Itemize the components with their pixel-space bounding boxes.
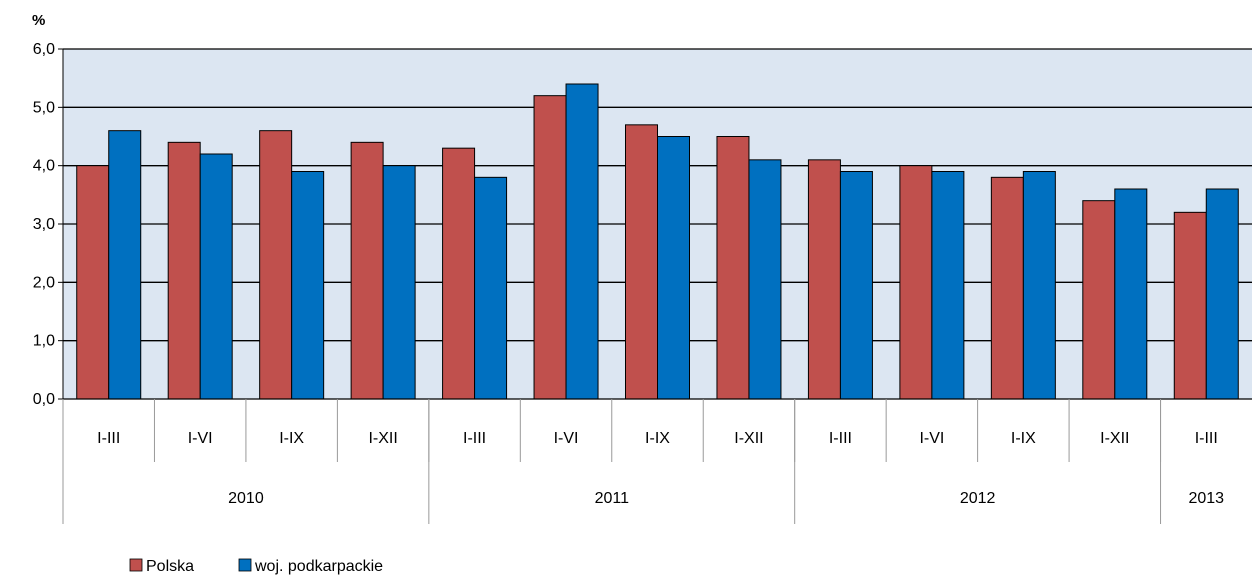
- x-category-label: I-III: [1195, 430, 1218, 447]
- bar-woj-podkarpackie: [839, 171, 873, 400]
- bar-woj-podkarpackie: [1114, 188, 1148, 400]
- bar-polska: [716, 136, 750, 400]
- x-category-label: I-III: [97, 430, 120, 447]
- x-category-label: I-XII: [368, 430, 397, 447]
- bar-polska: [807, 159, 841, 400]
- x-axis: I-III I-VI I-IX I-XII I-III I-VI I-IX I-XII I-II…: [62, 398, 1252, 524]
- legend: Polska woj. podkarpackie: [129, 558, 383, 575]
- bar-woj-podkarpackie: [474, 176, 508, 400]
- bar-woj-podkarpackie: [291, 171, 325, 400]
- bar-polska: [76, 165, 110, 400]
- x-category-label: I-VI: [554, 430, 579, 447]
- bar-polska: [1173, 211, 1207, 400]
- x-category-label: I-XII: [1100, 430, 1129, 447]
- x-category-label: I-III: [463, 430, 486, 447]
- bar-woj-podkarpackie: [931, 171, 965, 400]
- y-tick-label: 0,0: [33, 391, 55, 408]
- bar-polska: [990, 176, 1024, 400]
- bar-polska: [899, 165, 933, 400]
- bar-woj-podkarpackie: [199, 153, 233, 400]
- x-category-label: I-IX: [645, 430, 670, 447]
- y-tick-label: 5,0: [33, 99, 55, 116]
- bar-woj-podkarpackie: [657, 136, 690, 400]
- bar-polska: [442, 147, 476, 400]
- y-tick-label: 4,0: [33, 158, 55, 175]
- bar-woj-podkarpackie: [1022, 171, 1056, 400]
- y-tick-label: 3,0: [33, 216, 55, 233]
- x-group-label: 2010: [228, 490, 264, 507]
- x-category-label: I-IX: [1011, 430, 1036, 447]
- bar-woj-podkarpackie: [108, 130, 142, 400]
- x-group-label: 2012: [960, 490, 996, 507]
- x-group-label: 2013: [1188, 490, 1224, 507]
- x-category-label: I-XII: [734, 430, 763, 447]
- bar-polska: [259, 130, 293, 400]
- y-tick-label: 1,0: [33, 333, 55, 350]
- bar-woj-podkarpackie: [748, 159, 782, 400]
- bar-woj-podkarpackie: [382, 165, 416, 400]
- legend-swatch: [129, 558, 143, 572]
- legend-label: Polska: [146, 558, 194, 575]
- x-category-label: I-IX: [279, 430, 304, 447]
- bar-polska: [625, 124, 658, 400]
- y-tick-label: 6,0: [33, 41, 55, 58]
- bar-polska: [350, 141, 384, 400]
- x-category-label: I-VI: [188, 430, 213, 447]
- y-tick-label: 2,0: [33, 274, 55, 291]
- x-group-label: 2011: [595, 490, 630, 507]
- bar-woj-podkarpackie: [565, 83, 599, 400]
- y-axis-unit-label: %: [32, 12, 45, 29]
- y-axis: 0,0 1,0 2,0 3,0 4,0 5,0 6,0: [33, 41, 64, 408]
- bar-woj-podkarpackie: [1205, 188, 1239, 400]
- bar-polska: [167, 141, 201, 400]
- bar-polska: [1082, 200, 1116, 400]
- x-category-label: I-VI: [919, 430, 944, 447]
- legend-swatch: [238, 558, 252, 572]
- bars: [76, 83, 1239, 400]
- bar-polska: [533, 95, 567, 400]
- x-category-label: I-III: [829, 430, 852, 447]
- legend-label: woj. podkarpackie: [254, 558, 383, 575]
